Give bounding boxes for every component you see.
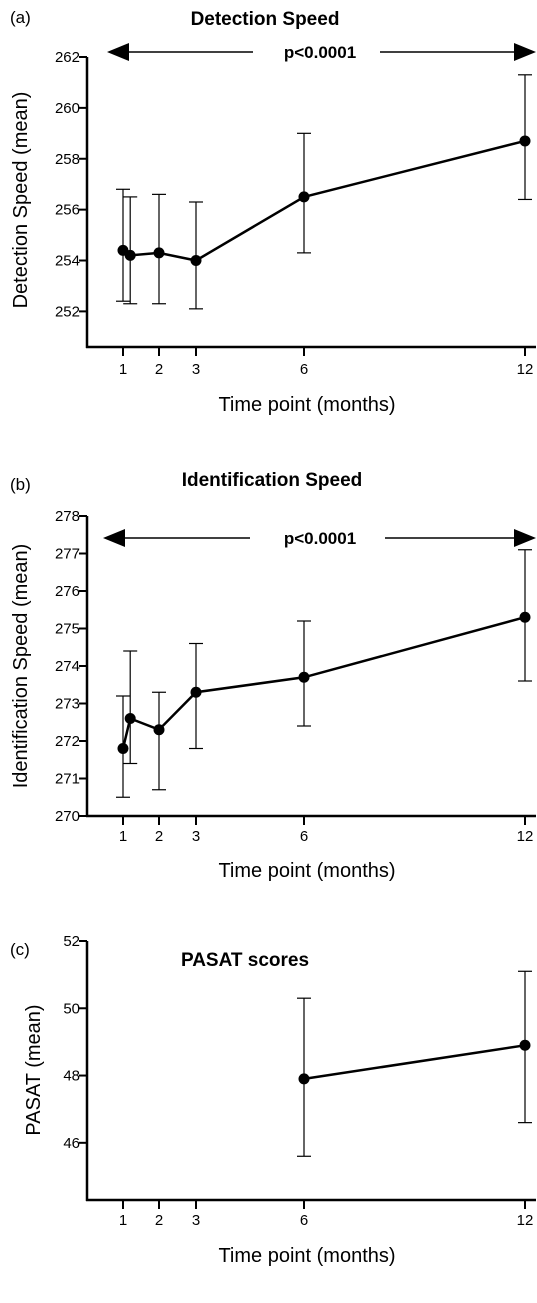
x-tick-label: 12 [517,828,534,845]
significance-annotation: p<0.0001 [284,529,356,548]
y-tick-label: 262 [55,49,80,66]
arrowhead-left [107,43,129,61]
x-tick-label: 1 [119,1212,127,1229]
series-line [121,615,526,749]
error-bar [123,650,138,765]
x-tick-label: 3 [192,361,200,378]
y-tick-label: 277 [55,546,80,563]
x-tick-label: 2 [155,1212,163,1229]
x-tick-label: 6 [300,828,308,845]
series-line [122,139,526,262]
panel-label: (c) [10,940,30,959]
arrowhead-right [514,529,536,547]
x-tick-label: 6 [300,1212,308,1229]
x-axis-label: Time point (months) [218,860,395,882]
data-point [153,724,165,736]
x-tick-label: 3 [192,828,200,845]
x-tick-label: 3 [192,1212,200,1229]
panel-label: (a) [10,8,31,27]
y-tick-label: 271 [55,771,80,788]
y-tick-label: 252 [55,303,80,320]
y-tick-label: 258 [55,151,80,168]
x-tick-label: 2 [155,361,163,378]
arrowhead-right [514,43,536,61]
x-tick-label: 12 [517,361,534,378]
arrowhead-left [103,529,125,547]
chart-title: Identification Speed [182,470,363,491]
significance-annotation: p<0.0001 [284,43,356,62]
data-point [153,247,165,259]
y-tick-label: 273 [55,696,80,713]
y-tick-label: 272 [55,733,80,750]
y-tick-label: 275 [55,621,80,638]
data-point [519,1039,531,1051]
x-tick-label: 12 [517,1212,534,1229]
data-point [190,255,202,267]
error-bar [152,691,166,791]
panel-label: (b) [10,475,31,494]
x-axis-label: Time point (months) [218,394,395,416]
y-tick-label: 256 [55,202,80,219]
x-tick-label: 1 [119,828,127,845]
y-tick-label: 276 [55,583,80,600]
data-point [298,671,310,683]
data-point [117,743,129,754]
y-tick-label: 270 [55,808,80,825]
x-tick-label: 1 [119,361,127,378]
y-tick-label: 254 [55,253,80,270]
data-point [298,191,310,203]
y-axis-label: Identification Speed (mean) [10,544,32,789]
chart-title: Detection Speed [191,9,340,30]
data-point [519,135,531,147]
y-axis-label: PASAT (mean) [23,1004,45,1135]
data-point [519,611,531,623]
chart-panel-b: (b) Identification Speed 270 271 272 273 274 27… [10,470,536,882]
y-tick-label: 278 [55,508,80,525]
y-tick-label: 48 [63,1068,80,1085]
y-tick-label: 260 [55,100,80,117]
chart-title: PASAT scores [181,950,309,971]
data-point [190,686,202,698]
data-point [298,1073,310,1085]
y-tick-label: 46 [63,1135,80,1152]
y-tick-label: 50 [63,1000,80,1017]
data-point [124,249,136,261]
data-point [124,713,136,724]
x-tick-label: 6 [300,361,308,378]
x-axis-label: Time point (months) [218,1245,395,1267]
y-axis-label: Detection Speed (mean) [10,92,32,309]
x-tick-label: 2 [155,828,163,845]
series-line [303,1044,526,1081]
y-tick-label: 274 [55,658,80,675]
y-tick-label: 52 [63,933,80,950]
